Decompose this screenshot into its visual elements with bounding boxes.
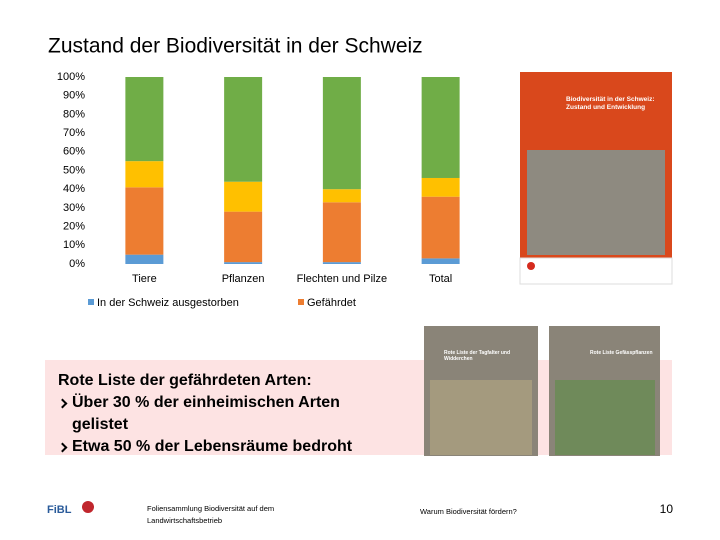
footer-left: Foliensammlung Biodiversität auf dem	[147, 504, 274, 513]
footer-logo: FiBL	[47, 504, 72, 516]
y-tick-label: 10%	[63, 239, 85, 251]
cover-title: Rote Liste Gefässpflanzen	[590, 350, 653, 356]
legend-label: Gefährdet	[307, 297, 356, 309]
bar-segment	[421, 77, 460, 178]
cover-photo	[555, 380, 655, 455]
page-number: 10	[660, 502, 674, 516]
slide-title: Zustand der Biodiversität in der Schweiz	[48, 35, 423, 58]
y-tick-label: 50%	[63, 164, 85, 176]
bar-segment	[224, 262, 263, 264]
y-tick-label: 20%	[63, 221, 85, 233]
legend-swatch	[298, 299, 304, 305]
y-tick-label: 0%	[69, 258, 85, 270]
y-tick-label: 40%	[63, 183, 85, 195]
x-tick-label: Total	[429, 273, 452, 285]
bar-segment	[224, 77, 263, 182]
y-tick-label: 80%	[63, 108, 85, 120]
bar-segment	[421, 258, 460, 264]
footer-left: Landwirtschaftsbetrieb	[147, 516, 222, 525]
bar-segment	[421, 177, 460, 197]
bar-segment	[125, 77, 164, 162]
y-tick-label: 100%	[57, 71, 85, 83]
bullet: Etwa 50 % der Lebensräume bedroht	[57, 436, 388, 458]
bullet-text: Etwa 50 % der Lebensräume bedroht	[72, 438, 353, 455]
cover-title: Rote Liste der Tagfalter und Widderchen	[444, 350, 511, 362]
bullet-text: Über 30 % der einheimischen Arten gelist…	[72, 394, 340, 433]
bullet-marker	[57, 398, 68, 409]
footer-center: Warum Biodiversität fördern?	[420, 507, 517, 516]
bar-segment	[224, 211, 263, 263]
box-heading: Rote Liste der gefährdeten Arten:	[58, 372, 312, 389]
x-tick-label: Pflanzen	[222, 273, 265, 285]
cover-title-text: Rote Liste der Tagfalter und Widderchen	[444, 350, 511, 362]
bar-segment	[421, 196, 460, 259]
bar-segment	[322, 202, 361, 263]
cover-title: Biodiversität in der Schweiz: Zustand un…	[566, 96, 655, 111]
partner-logo	[82, 501, 94, 513]
y-tick-label: 30%	[63, 202, 85, 214]
bullet-list: Über 30 % der einheimischen Arten gelist…	[57, 392, 388, 458]
bar-segment	[125, 187, 164, 255]
y-tick-label: 70%	[63, 127, 85, 139]
cover-footer	[519, 257, 673, 285]
bar-segment	[224, 181, 263, 212]
text-box: Rote Liste der gefährdeten Arten: Über 3…	[57, 370, 388, 458]
bar-segment	[125, 254, 164, 264]
cover-photo	[527, 150, 665, 255]
bar-segment	[125, 161, 164, 188]
bar-segment	[322, 262, 361, 264]
legend-label: In der Schweiz ausgestorben	[97, 297, 239, 309]
bullet: Über 30 % der einheimischen Arten gelist…	[57, 392, 388, 436]
cover-title-text: Biodiversität in der Schweiz: Zustand un…	[566, 96, 655, 111]
x-tick-label: Tiere	[132, 273, 157, 285]
swiss-logo	[527, 262, 535, 270]
cover-photo	[430, 380, 532, 455]
cover-title-text: Rote Liste Gefässpflanzen	[590, 350, 653, 356]
bar-segment	[322, 189, 361, 203]
legend-swatch	[88, 299, 94, 305]
y-tick-label: 90%	[63, 90, 85, 102]
bar-segment	[322, 77, 361, 190]
x-tick-label: Flechten und Pilze	[297, 273, 388, 285]
y-tick-label: 60%	[63, 146, 85, 158]
bullet-marker	[57, 442, 68, 453]
